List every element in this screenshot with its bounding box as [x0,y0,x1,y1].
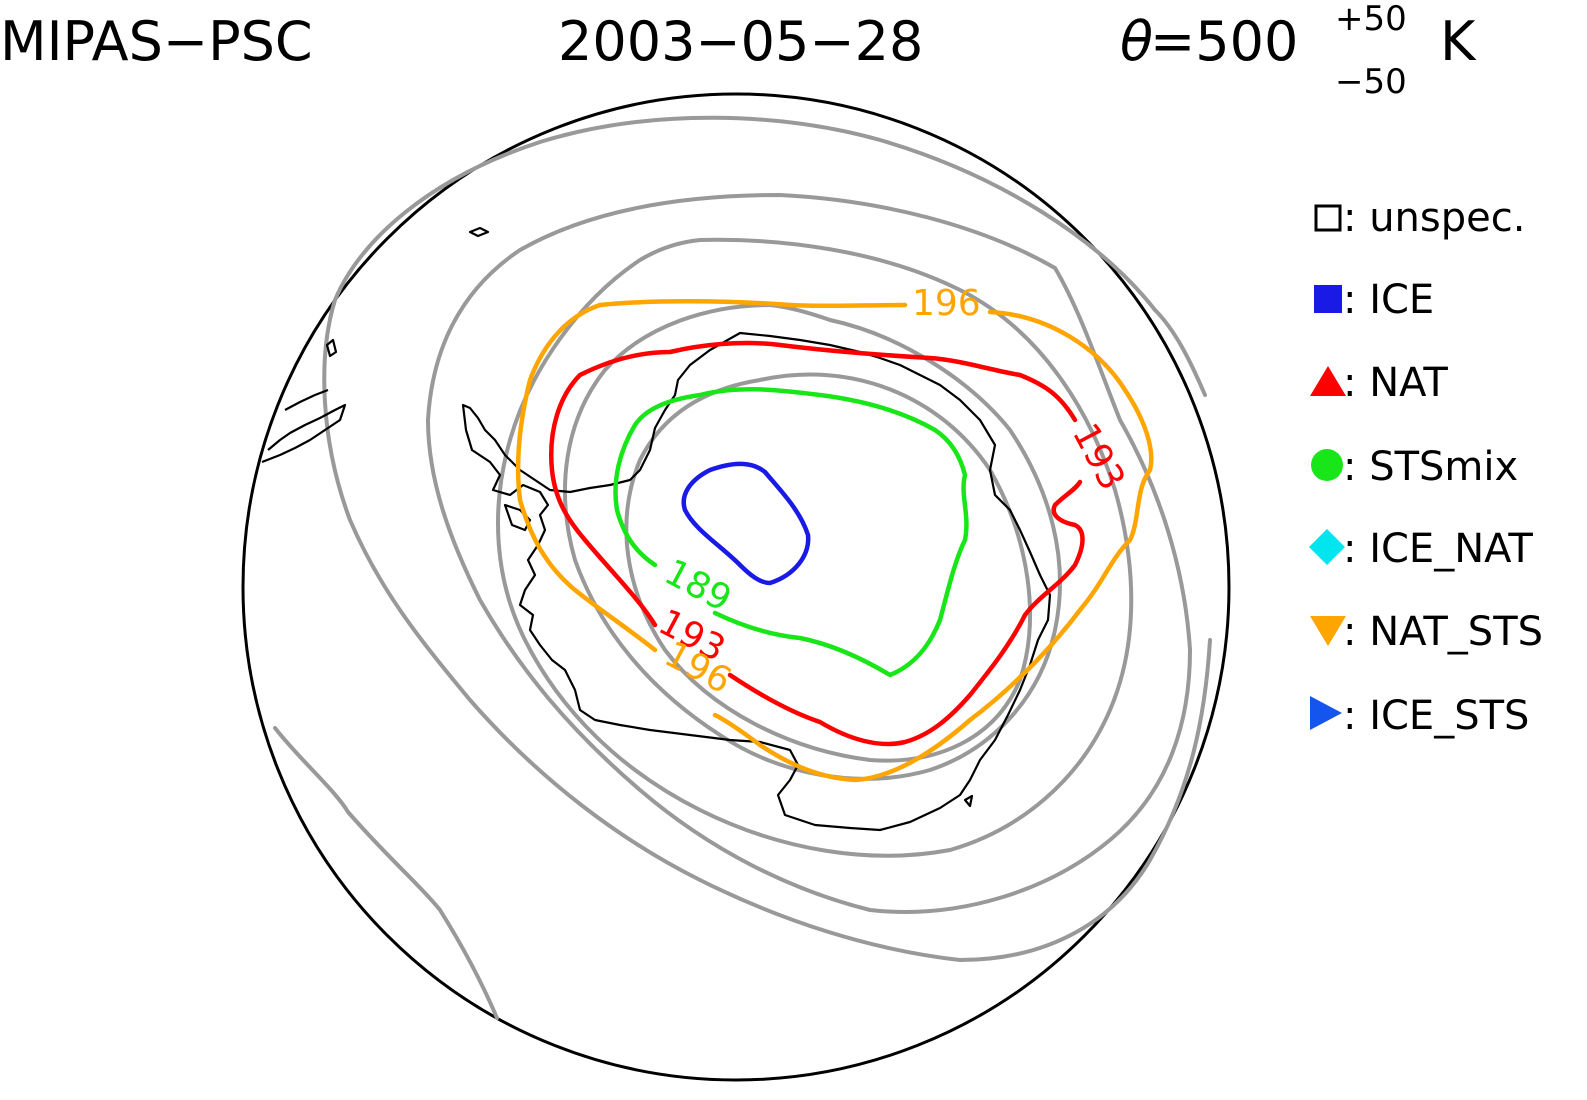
pv-contour-1 [322,115,1212,962]
map-boundary-circle [241,92,1231,1082]
contour-193 [549,340,1085,747]
pv-contour-3 [496,237,1134,858]
diamond-icon [1309,529,1345,565]
triangle-down-icon [1310,616,1346,646]
contour-label-196-top: 196 [912,283,981,324]
pv-contour-4 [563,303,1062,781]
legend-item-ice-nat: : ICE_NAT [1309,526,1533,572]
legend-item-nat: : NAT [1310,360,1448,406]
pv-contours [273,115,1212,1020]
legend-item-ice-sts: : ICE_STS [1310,693,1529,739]
legend-label-nat-sts: : NAT_STS [1343,609,1543,655]
legend-label-ice-sts: : ICE_STS [1343,693,1529,739]
legend-label-stsmix: : STSmix [1343,444,1518,490]
filled-square-icon [1314,285,1342,313]
contour-label-193-right: 193 [1064,417,1132,497]
theta-plus: +50 [1335,0,1407,39]
pv-contour-outer [273,726,499,1020]
triangle-right-icon [1310,696,1342,730]
theta-symbol: θ [1120,10,1153,73]
legend-item-nat-sts: : NAT_STS [1310,609,1543,655]
open-square-icon [1314,204,1342,232]
triangle-up-icon [1310,366,1346,396]
legend-item-stsmix: : STSmix [1311,444,1518,490]
contour-196 [515,299,1154,783]
legend: : unspec. : ICE : NAT : STSmix : ICE_NAT… [1309,195,1543,739]
theta-unit: K [1440,10,1477,73]
antarctica-coastline [461,331,1052,832]
legend-label-ice-nat: : ICE_NAT [1343,526,1533,572]
theta-minus: −50 [1335,62,1407,102]
island-3 [963,794,974,808]
island-2 [325,338,338,358]
south-america-tip [261,403,347,464]
pv-contour-5 [624,372,1032,763]
circle-icon [1311,449,1343,481]
contour-labels: 196 193 189 193 196 [652,283,1133,702]
legend-label-unspec: : unspec. [1343,195,1525,241]
island-1 [468,226,490,238]
legend-item-unspec: : unspec. [1314,195,1525,241]
coastlines [261,226,1052,832]
legend-label-ice: : ICE [1343,277,1434,323]
header: MIPAS−PSC 2003−05−28 θ =500 +50 −50 K [0,0,1477,102]
pv-contour-2 [426,193,1192,914]
legend-label-nat: : NAT [1343,360,1448,406]
theta-value: =500 [1150,10,1298,73]
contour-ice [681,461,811,586]
date-title: 2003−05−28 [558,10,923,73]
south-america-upper [284,388,329,411]
temperature-contours [515,299,1154,783]
legend-item-ice: : ICE [1314,277,1434,323]
instrument-title: MIPAS−PSC [0,10,313,73]
contour-189 [613,386,969,678]
